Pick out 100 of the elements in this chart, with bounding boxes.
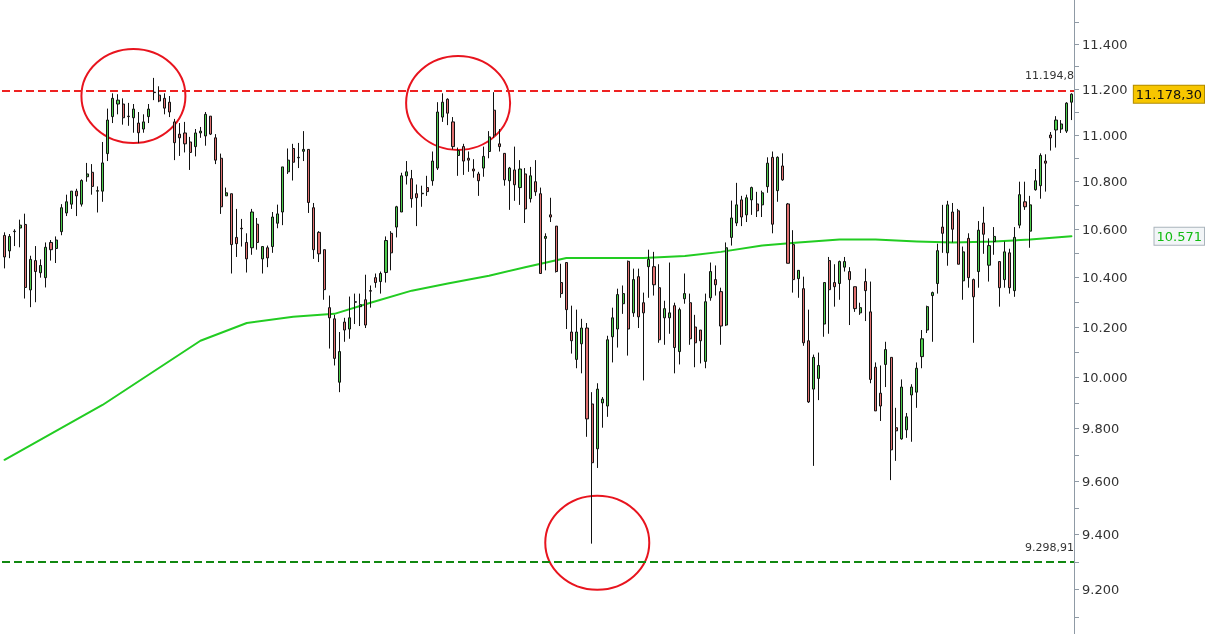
candlestick (65, 194, 68, 217)
candlestick (1018, 181, 1021, 229)
candlestick (245, 232, 248, 274)
candlestick (709, 262, 712, 302)
candlestick (642, 292, 645, 381)
candlestick (606, 335, 609, 418)
candlestick (864, 268, 867, 322)
line-series (3, 235, 1073, 461)
candlestick (467, 151, 470, 173)
candlestick (297, 142, 300, 169)
candlestick (735, 182, 738, 227)
candlestick (338, 331, 341, 393)
candlestick (647, 249, 650, 299)
ref-line-label: 11.194,8 (1025, 69, 1074, 83)
candlestick (312, 202, 315, 260)
y-tick-label: 9.800 (1082, 421, 1120, 437)
candlestick (1054, 115, 1058, 149)
text: 11.178,30 (1135, 86, 1202, 102)
candlestick (173, 118, 176, 161)
candlestick (678, 307, 681, 365)
candlestick (477, 171, 480, 197)
candlestick (740, 195, 743, 227)
candlestick (503, 152, 506, 187)
candlestick (333, 314, 336, 366)
candlestick (797, 269, 800, 299)
candlestick (256, 217, 259, 251)
candlestick (591, 391, 594, 545)
candlestick (1029, 195, 1032, 249)
y-tick-label: 10.600 (1082, 221, 1128, 237)
candlestick (1060, 119, 1063, 134)
candlestick (137, 111, 140, 144)
candlestick (168, 95, 171, 118)
candlestick (281, 166, 284, 226)
candlestick (230, 193, 233, 274)
candlestick (792, 229, 795, 294)
candlestick (1003, 240, 1006, 289)
candlestick (967, 232, 970, 289)
candlestick (993, 226, 996, 256)
candlestick (436, 101, 439, 171)
candlestick (80, 178, 83, 208)
candlestick (575, 309, 578, 369)
candlestick (601, 396, 604, 429)
candlestick (70, 190, 73, 210)
candlestick (13, 228, 16, 247)
candlestick (714, 264, 717, 297)
y-tick-label: 10.400 (1082, 270, 1128, 286)
candlestick (55, 235, 58, 264)
candlestick (920, 329, 924, 369)
candlestick (250, 208, 254, 256)
candlestick (199, 126, 202, 139)
candlestick (261, 246, 264, 274)
candlestick (317, 230, 321, 263)
candlestick (472, 158, 475, 179)
candlestick (390, 230, 393, 271)
candlestick (183, 121, 187, 153)
candlestick (482, 146, 485, 178)
candlestick (276, 204, 279, 229)
candlestick (833, 263, 836, 308)
candlestick (225, 187, 228, 197)
candlestick (369, 284, 372, 309)
y-tick-label: 11.200 (1082, 81, 1128, 97)
candlestick (19, 219, 22, 248)
candlestick (1070, 92, 1073, 121)
candlestick (1034, 168, 1037, 192)
candlestick (44, 241, 47, 288)
candlestick (663, 300, 666, 346)
candlestick (565, 262, 568, 330)
candlestick (890, 356, 893, 481)
candlestick (962, 246, 965, 301)
candlestick (730, 200, 733, 247)
candlestick (400, 172, 403, 213)
candlestick (379, 271, 382, 295)
candlestick (209, 115, 212, 136)
candlestick (658, 263, 661, 344)
candlestick (122, 97, 125, 126)
candlestick (900, 378, 903, 441)
candlestick (75, 188, 78, 217)
candlestick (853, 286, 857, 313)
candlestick (982, 206, 985, 255)
candlestick (493, 91, 496, 139)
candlestick (1013, 226, 1016, 298)
candlestick (936, 243, 939, 295)
candlestick (786, 202, 790, 264)
candlestick (771, 151, 774, 234)
y-tick-label: 11.000 (1082, 127, 1128, 143)
candlestick (529, 166, 532, 203)
candlestick (611, 307, 614, 363)
candlestick (632, 268, 635, 318)
candlestick (292, 143, 295, 182)
candlestick (1049, 131, 1052, 152)
candlestick (570, 305, 573, 355)
candlestick (756, 191, 759, 218)
candlestick (926, 305, 929, 334)
candlestick (116, 93, 120, 115)
candlestick (972, 278, 975, 344)
candlestick (142, 113, 145, 134)
y-tick-label: 11.400 (1082, 36, 1128, 52)
candlestick (910, 383, 913, 443)
candlestick (513, 146, 516, 202)
candlestick (328, 295, 331, 350)
